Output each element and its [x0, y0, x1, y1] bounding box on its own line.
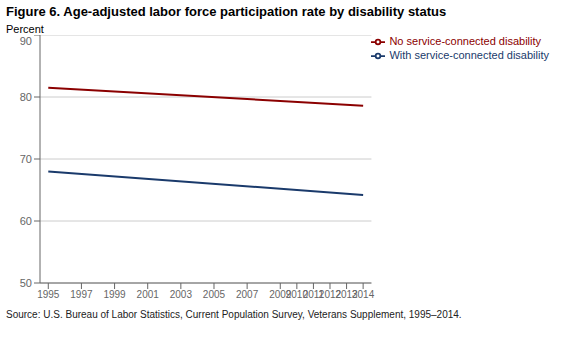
svg-text:90: 90: [20, 35, 32, 47]
svg-text:1997: 1997: [70, 289, 93, 300]
html-text:No service-connected disabilit: No service-connected disability: [389, 35, 542, 47]
svg-text:2003: 2003: [170, 289, 193, 300]
svg-text:2013: 2013: [335, 289, 358, 301]
html-text:Figure 6. Age-adjusted labor f: Figure 6. Age-adjusted labor force parti…: [6, 4, 447, 19]
svg-text:2009: 2009: [269, 289, 292, 301]
svg-text:80: 80: [20, 91, 32, 103]
svg-text:1999: 1999: [103, 289, 126, 300]
svg-text:2007: 2007: [236, 289, 259, 300]
svg-text:70: 70: [20, 153, 32, 165]
svg-text:2012: 2012: [318, 289, 342, 301]
html-text:With service-connected disabil: With service-connected disability: [389, 49, 549, 62]
svg-text:60: 60: [20, 215, 32, 227]
html-text:Source: U.S. Bureau of Labor S: Source: U.S. Bureau of Labor Statistics,…: [6, 309, 462, 320]
svg-text:2001: 2001: [137, 289, 160, 300]
svg-text:50: 50: [20, 277, 32, 289]
svg-text:2010: 2010: [285, 289, 308, 301]
svg-text:1995: 1995: [37, 289, 60, 300]
svg-text:2005: 2005: [203, 289, 226, 300]
svg-text:2014: 2014: [352, 289, 375, 300]
svg-text:2011: 2011: [302, 289, 325, 301]
html-text:Percent: Percent: [6, 23, 44, 35]
